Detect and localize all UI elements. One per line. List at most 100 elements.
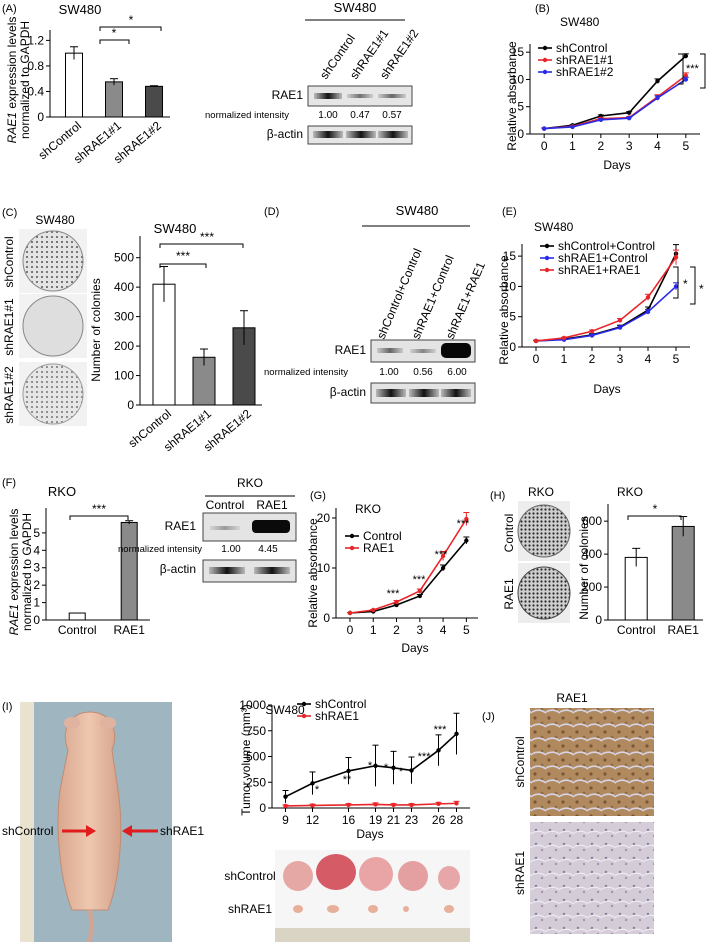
panel-f-lane-1: Control <box>206 498 245 512</box>
panel-i-tumor-5 <box>438 866 460 890</box>
panel-g-series-1-point-2 <box>394 599 399 605</box>
panel-d-actin-band-2 <box>409 389 439 397</box>
panel-g-series-0-point-5 <box>464 538 469 543</box>
panel-b-series-0-point-3 <box>626 110 632 115</box>
panel-e-series-2-point-5 <box>673 255 679 260</box>
panel-a-y-tick-label-3: 1.2 <box>27 33 44 47</box>
panel-b-letter: (B) <box>535 3 550 15</box>
panel-j-ihc-image-1 <box>530 708 654 816</box>
panel-e-xlabel: Days <box>593 382 620 396</box>
panel-b-ylabel: Relative absorbance <box>505 41 519 151</box>
panel-f-sig-bracket-1 <box>69 515 129 520</box>
panel-i-x-tick-label-6: 26 <box>432 813 446 827</box>
panel-i-legend-label-0: shControl <box>315 697 366 711</box>
panel-b-sig-bracket-1 <box>678 53 684 85</box>
panel-c-y-tick-label-4: 400 <box>114 280 134 294</box>
panel-c-plate-label-2: shRAE1#1 <box>2 298 16 356</box>
panel-b-legend-label-1: shRAE1#1 <box>556 53 614 67</box>
panel-j-ihc-image-2 <box>530 822 654 934</box>
panel-i-series-0-point-2 <box>346 768 351 774</box>
panel-b-series-0-point-5 <box>683 53 689 59</box>
panel-e-x-tick-label-5: 5 <box>673 352 680 366</box>
panel-c-bar-chart: 0100200300400500shControlshRAE1#1shRAE1#… <box>114 236 262 454</box>
panel-c-sig-1: *** <box>176 249 190 263</box>
panel-b-y-tick-label-0: 0 <box>517 127 524 141</box>
panel-c-sig-2: *** <box>200 230 214 244</box>
panel-i-tumor-4 <box>398 861 428 891</box>
panel-g-series-1-point-0 <box>347 610 353 616</box>
panel-g-sig-day4: *** <box>435 549 449 561</box>
panel-d-norm-1: 1.00 <box>379 367 399 378</box>
panel-e-x-tick-label-2: 2 <box>589 352 596 366</box>
panel-h-y-tick-label-2: 400 <box>582 547 602 561</box>
panel-c-letter: (C) <box>2 207 17 219</box>
panel-f-norm-label: normalized intensity <box>118 544 202 555</box>
panel-f-actin-blot <box>202 559 297 583</box>
panel-e-sig-1: * <box>683 277 688 291</box>
panel-i-series-0-point-1 <box>310 781 315 786</box>
panel-b-series-1-line <box>544 74 687 130</box>
panel-c-ylabel: Number of colonies <box>89 278 103 381</box>
panel-g-significance: *** *** *** *** <box>387 518 471 600</box>
panel-g-x-tick-label-2: 2 <box>393 623 400 637</box>
panel-e-y-tick-label-1: 5 <box>509 310 516 324</box>
panel-a-ylabel-1: RAE1 expression levels <box>5 17 19 144</box>
panel-e-legend-label-0: shControl+Control <box>558 239 655 253</box>
panel-b-series-2-point-3 <box>626 115 632 121</box>
panel-b-y-tick-label-1: 5 <box>517 100 524 114</box>
panel-b-x-tick-label-5: 5 <box>682 139 689 153</box>
panel-i-mouse-photo <box>20 702 172 943</box>
panel-g-ylabel: Relative absorbance <box>306 518 320 628</box>
panel-a-blot-title: SW480 <box>334 0 377 15</box>
panel-f-ylabel-1: RAE1 expression levels <box>7 509 21 636</box>
panel-g-sig-day2: *** <box>387 588 401 600</box>
panel-c-y-tick-label-3: 300 <box>114 310 134 324</box>
panel-b-series-0-point-4 <box>655 78 660 84</box>
panel-d-norm-3: 6.00 <box>447 367 467 378</box>
panel-j-row-label-1: shControl <box>513 736 527 787</box>
panel-c-plate-3 <box>22 363 84 425</box>
panel-a-bar-0 <box>65 52 83 118</box>
panel-f-x-label-0: Control <box>58 623 97 637</box>
panel-d-rae1-band-1 <box>377 348 403 353</box>
panel-i-small-tumor-2 <box>327 905 339 913</box>
panel-e-x-tick-label-4: 4 <box>645 352 652 366</box>
panel-g-series-1-point-3 <box>417 588 423 594</box>
panel-j-title: RAE1 <box>556 691 588 705</box>
panel-a-sig-1: * <box>112 26 117 40</box>
panel-a-ylabel-2: normalized to GAPDH <box>18 21 32 139</box>
panel-a-norm-label: normalized intensity <box>205 110 289 121</box>
panel-f-norm-1: 1.00 <box>221 544 241 555</box>
panel-i-x-tick-label-4: 21 <box>387 813 401 827</box>
panel-i-letter: (I) <box>2 701 12 713</box>
panel-i-series-0-point-3 <box>373 763 378 768</box>
panel-i-significance: * ** * * * *** *** <box>315 724 447 796</box>
panel-i-sig-day21: * <box>384 762 389 774</box>
panel-i-sig-day16: ** <box>343 774 352 786</box>
panel-i-sig-day28: *** <box>434 724 448 736</box>
panel-i-series-1-point-2 <box>346 802 351 808</box>
panel-i-sig-day26: *** <box>418 751 432 763</box>
panel-f-letter: (F) <box>2 477 16 489</box>
panel-h-title: RKO <box>617 485 643 499</box>
panel-j-letter: (J) <box>482 711 495 723</box>
panel-i-x-tick-label-0: 9 <box>282 813 289 827</box>
panel-i-series-0-point-6 <box>436 748 441 753</box>
panel-g-y-tick-label-0: 0 <box>323 611 330 625</box>
panel-g-series-1-point-1 <box>371 607 376 613</box>
panel-c-plate-2 <box>22 295 84 357</box>
panel-i-x-tick-label-5: 23 <box>405 813 419 827</box>
panel-f-y-tick-label-1: 1 <box>33 596 40 610</box>
panel-f-y-tick-label-2: 2 <box>33 578 40 592</box>
panel-g-x-tick-label-5: 5 <box>463 623 470 637</box>
panel-b-series-2-point-4 <box>655 95 660 101</box>
panel-i-series-0-line <box>285 733 458 798</box>
panel-b-x-tick-label-0: 0 <box>541 139 548 153</box>
panel-c-sig-bracket-1 <box>159 263 207 268</box>
panel-a-rae1-band-2 <box>347 94 373 98</box>
panel-h-y-tick-label-3: 600 <box>582 514 602 528</box>
panel-e-series-2-point-4 <box>645 295 651 300</box>
panel-d-title: SW480 <box>396 203 439 218</box>
panel-h-plate-label-2: RAE1 <box>502 578 516 610</box>
panel-d-rae1-band-2 <box>410 349 436 353</box>
